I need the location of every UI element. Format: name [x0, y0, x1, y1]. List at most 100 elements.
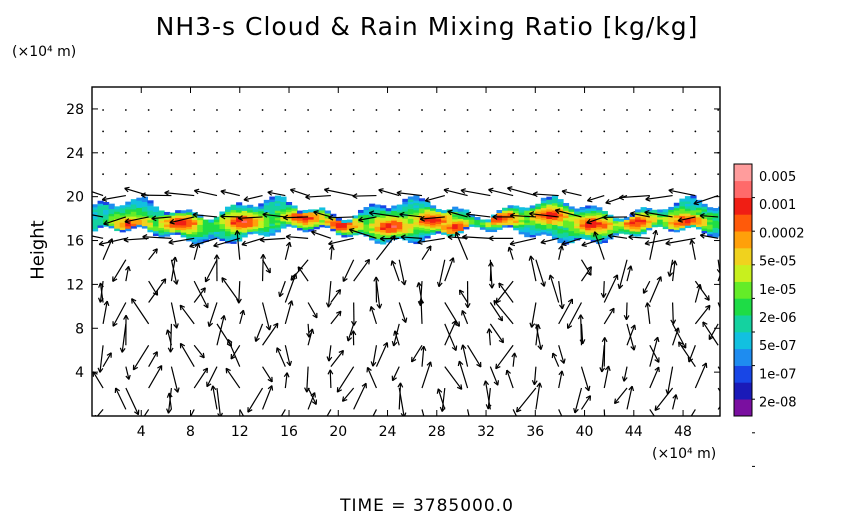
cloud-cell — [191, 236, 198, 240]
cloud-cell — [97, 222, 104, 226]
cloud-cell — [191, 226, 198, 230]
cloud-cell — [635, 214, 642, 218]
cloud-cell — [125, 206, 132, 210]
x-tick-label: 24 — [379, 424, 397, 440]
cloud-cell — [213, 228, 221, 232]
cloud-cell — [158, 215, 165, 219]
cloud-cell — [186, 209, 193, 213]
cloud-cell — [679, 201, 686, 205]
cloud-cell — [563, 222, 570, 226]
cloud-cell — [563, 210, 570, 214]
cloud-cell — [258, 217, 265, 221]
cloud-cell — [651, 214, 658, 218]
cloud-cell — [147, 219, 154, 223]
wind-vector — [644, 210, 673, 218]
cloud-cell — [718, 216, 720, 220]
cloud-cell — [263, 202, 270, 206]
cloud-cell — [718, 225, 720, 229]
wind-vector — [313, 210, 332, 218]
cloud-cell — [590, 236, 597, 240]
wind-vector — [573, 387, 583, 414]
cloud-cell — [147, 226, 154, 230]
wind-vector — [531, 366, 538, 386]
cloud-cell — [241, 215, 248, 219]
cloud-cell — [197, 217, 204, 221]
wind-vector — [671, 173, 674, 176]
cloud-cell — [418, 219, 426, 224]
cloud-cell — [551, 195, 559, 199]
wind-vector — [148, 351, 158, 367]
wind-vector — [672, 394, 679, 410]
wind-vector — [665, 366, 674, 395]
cloud-cell — [330, 223, 337, 227]
cloud-cell — [673, 202, 680, 206]
colorbar-label: 2e-06 — [759, 311, 797, 326]
wind-vector — [330, 288, 342, 303]
cloud-cell — [585, 229, 592, 233]
cloud-cell — [568, 225, 575, 229]
wind-vector — [466, 151, 469, 154]
cloud-cell — [280, 211, 287, 215]
cloud-cell — [324, 210, 331, 214]
cloud-cell — [701, 220, 708, 224]
cloud-cell — [646, 224, 653, 228]
cloud-cell — [230, 231, 237, 235]
cloud-cell — [152, 216, 160, 220]
cloud-cell — [380, 217, 387, 221]
cloud-cell — [247, 224, 254, 228]
wind-vector — [125, 387, 140, 416]
wind-vector — [124, 109, 127, 111]
cloud-cell — [446, 231, 453, 235]
cloud-cell — [391, 227, 398, 231]
cloud-cell — [513, 224, 520, 228]
cloud-cell — [219, 218, 226, 222]
wind-vector — [290, 259, 309, 281]
cloud-cell — [396, 206, 403, 210]
cloud-cell — [452, 223, 459, 227]
wind-vector — [216, 151, 218, 154]
cloud-cell — [258, 208, 265, 212]
wind-vector — [529, 302, 537, 328]
colorbar-label: 1e-05 — [759, 283, 797, 298]
cloud-cell — [618, 225, 625, 229]
cloud-cell — [186, 233, 193, 237]
wind-vector — [189, 237, 218, 249]
cloud-cell — [407, 206, 414, 210]
cloud-field — [92, 195, 720, 245]
wind-vector — [694, 109, 697, 111]
cloud-cell — [618, 223, 625, 227]
cloud-cell — [208, 219, 215, 223]
colorbar-label: 0.001 — [759, 198, 796, 213]
cloud-cell — [585, 215, 592, 219]
cloud-cell — [496, 217, 503, 221]
cloud-cell — [629, 228, 636, 232]
cloud-cell — [430, 229, 437, 233]
cloud-cell — [169, 229, 176, 233]
wind-vector — [131, 298, 150, 325]
cloud-cell — [684, 212, 692, 217]
cloud-cell — [529, 234, 536, 238]
wind-vector — [170, 302, 179, 329]
cloud-cell — [335, 220, 342, 224]
wind-vector — [97, 345, 104, 373]
cloud-cell — [319, 207, 326, 211]
cloud-cell — [197, 236, 204, 240]
wind-vector — [220, 213, 240, 220]
cloud-cell — [502, 207, 509, 211]
cloud-cell — [369, 208, 376, 212]
cloud-cell — [496, 226, 503, 230]
cloud-cell — [380, 205, 387, 209]
wind-vector — [485, 387, 492, 410]
wind-vector — [644, 237, 673, 246]
cloud-cell — [103, 216, 110, 220]
cloud-cell — [673, 229, 680, 233]
cloud-cell — [230, 204, 237, 208]
cloud-cell — [679, 227, 686, 231]
wind-vector — [580, 366, 591, 392]
cloud-cell — [407, 235, 414, 239]
cloud-cell — [391, 229, 398, 233]
colorbar-swatch — [734, 382, 752, 400]
cloud-cell — [324, 222, 331, 226]
cloud-cell — [496, 212, 503, 216]
wind-vector — [124, 130, 127, 133]
